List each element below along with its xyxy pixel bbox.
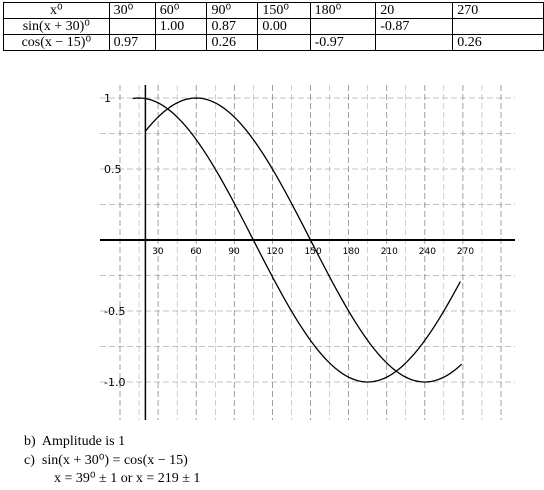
- x-label: 210: [381, 247, 398, 257]
- table-cell: -0.87: [375, 18, 454, 35]
- table-cell: 180⁰: [309, 2, 377, 19]
- answer-c: c) sin(x + 30⁰) = cos(x − 15): [24, 452, 188, 469]
- x-label: 270: [457, 247, 474, 257]
- table-cell: 60⁰: [154, 2, 208, 19]
- x-label: 240: [419, 247, 436, 257]
- table-row: cos(x − 15)⁰ 0.97 0.26 -0.97 0.26: [3, 34, 544, 51]
- table-cell: 0.87: [206, 18, 259, 35]
- x-label: 150: [305, 247, 322, 257]
- x-label: 120: [266, 247, 283, 257]
- table-cell: 150⁰: [257, 2, 311, 19]
- value-table: x⁰ 30⁰ 60⁰ 90⁰ 150⁰ 180⁰ 20 270 sin(x + 30)⁰ 1.00…: [3, 2, 544, 51]
- y-label: -1.0: [104, 376, 125, 389]
- table-cell: x⁰: [3, 2, 110, 19]
- y-label: -0.5: [104, 305, 125, 318]
- table-cell: 270: [452, 2, 544, 19]
- table-row: sin(x + 30)⁰ 1.00 0.87 0.00 -0.87: [3, 18, 544, 35]
- answer-text: x = 39⁰ ± 1 or x = 219 ± 1: [54, 471, 201, 486]
- y-label: 1: [104, 92, 111, 105]
- table-cell: [108, 18, 156, 35]
- table-cell: 20: [375, 2, 454, 19]
- table-cell: 0.00: [257, 18, 311, 35]
- answer-c-line: x = 39⁰ ± 1 or x = 219 ± 1: [54, 470, 200, 487]
- answer-text: Amplitude is 1: [41, 434, 126, 449]
- table-cell: sin(x + 30)⁰: [3, 18, 110, 35]
- table-cell: 0.97: [108, 34, 156, 51]
- table-cell: [309, 18, 377, 35]
- y-label: 0.5: [104, 163, 122, 176]
- table-row: x⁰ 30⁰ 60⁰ 90⁰ 150⁰ 180⁰ 20 270: [3, 2, 544, 19]
- table-cell: 30⁰: [108, 2, 156, 19]
- table-cell: cos(x − 15)⁰: [3, 34, 110, 51]
- x-label: 90: [228, 247, 240, 257]
- graph: 1 0.5 -0.5 -1.0 30 60 90 120 150 180 210 240 270: [100, 85, 515, 420]
- table-cell: [257, 34, 311, 51]
- marker: c): [24, 453, 35, 468]
- x-label: 30: [152, 247, 164, 257]
- table-cell: -0.97: [309, 34, 377, 51]
- answer-text: sin(x + 30⁰) = cos(x − 15): [41, 453, 188, 468]
- table-cell: [452, 18, 544, 35]
- sine-curve: [144, 97, 463, 383]
- x-label: 60: [190, 247, 202, 257]
- x-label: 180: [343, 247, 360, 257]
- table-cell: 90⁰: [206, 2, 259, 19]
- cosine-curve: [132, 97, 461, 383]
- table-cell: [375, 34, 454, 51]
- table-cell: [154, 34, 208, 51]
- marker: b): [24, 434, 36, 449]
- table-cell: 0.26: [206, 34, 259, 51]
- table-cell: 0.26: [452, 34, 544, 51]
- answer-b: b) Amplitude is 1: [24, 434, 125, 450]
- table-cell: 1.00: [154, 18, 208, 35]
